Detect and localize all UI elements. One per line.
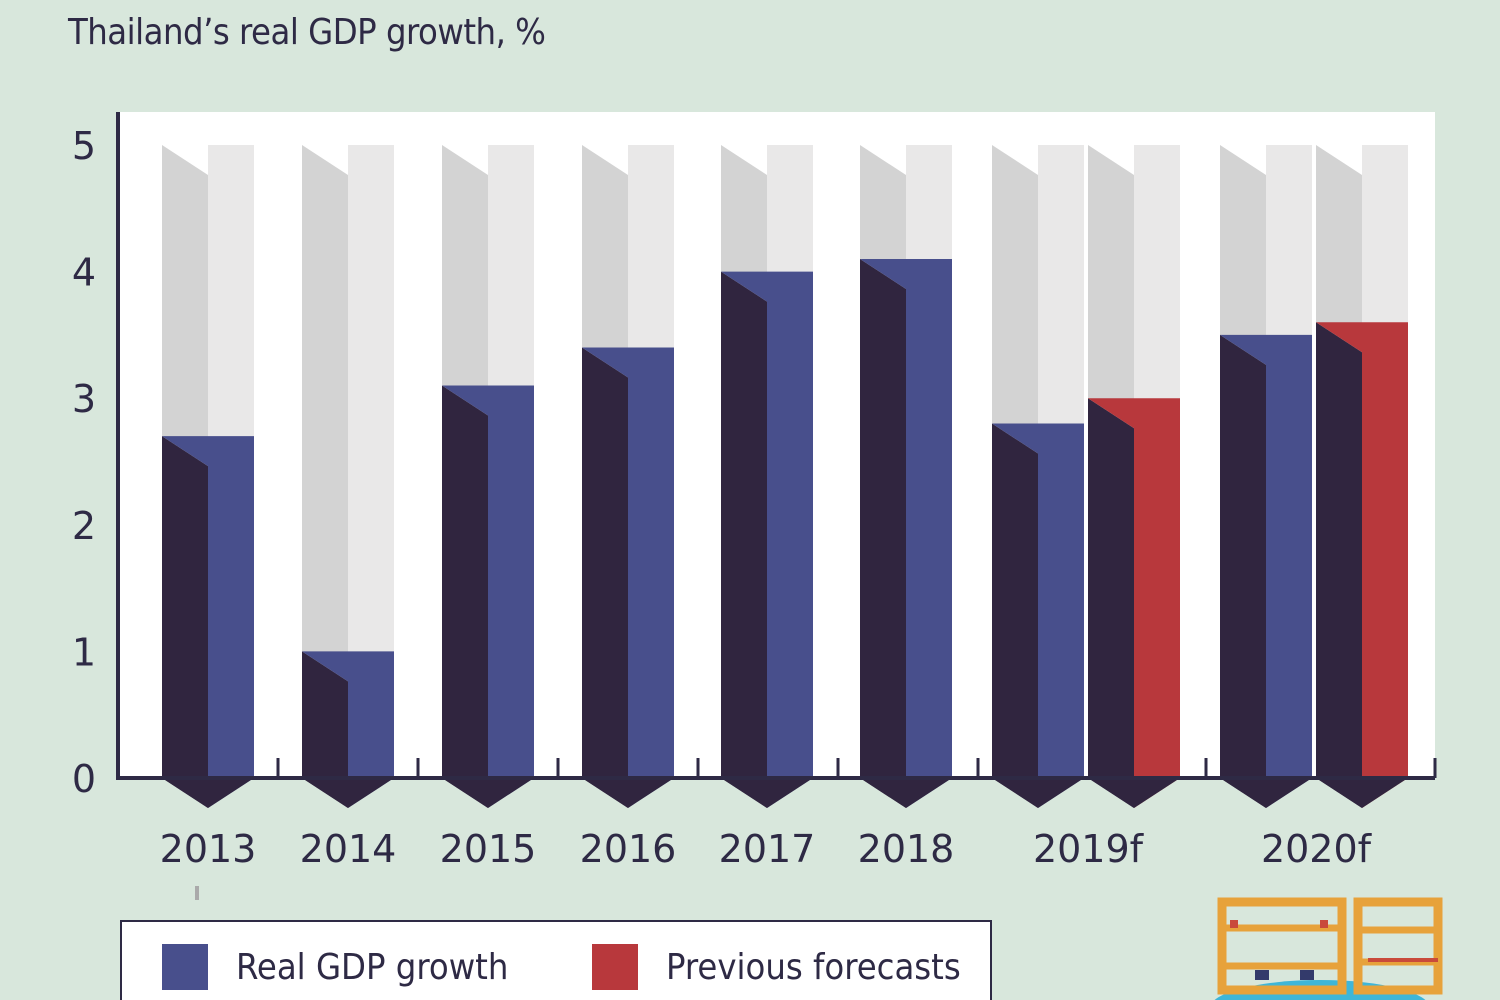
bar-2015-empty-front (488, 145, 534, 416)
bar-2018-shadow (860, 258, 906, 808)
bar-2020f-real-front (1220, 334, 1312, 808)
x-tick-label: 2019f (1033, 827, 1145, 871)
bar-2017-empty-shadow (721, 145, 767, 302)
bar-2019f-real-empty-front (1038, 145, 1084, 454)
bar-2013 (162, 145, 254, 808)
bar-2020f-previous-shadow (1316, 322, 1362, 808)
bar-2019f-previous (1088, 145, 1180, 808)
bar-2019f-previous-empty-front (1134, 145, 1180, 429)
bar-2017-empty-front (767, 145, 813, 302)
bar-2019f-previous-empty-shadow (1088, 145, 1134, 429)
x-tick-label: 2016 (580, 827, 677, 871)
bar-2020f-previous (1316, 145, 1408, 808)
x-tick-label: 2013 (160, 827, 257, 871)
bar-2020f-real-shadow (1220, 334, 1266, 808)
bar-2015-empty-shadow (442, 145, 488, 416)
legend-swatch-previous-forecasts (592, 944, 638, 990)
bar-2020f-real-base (1220, 778, 1312, 808)
bar-2016 (582, 145, 674, 808)
bar-2015 (442, 145, 534, 808)
y-tick-label: 5 (72, 124, 96, 168)
bar-2013-empty-front (208, 145, 254, 467)
legend-item-previous-forecasts: Previous forecasts (592, 944, 961, 990)
gdp-bar-chart: 0 1 2 3 4 5 2013 2014 2015 2016 2017 2018 2019f 2020f (72, 112, 1437, 900)
bar-2020f-previous-front (1316, 322, 1408, 808)
bar-2020f-previous-empty-shadow (1316, 145, 1362, 353)
x-tick-label: 2014 (300, 827, 397, 871)
x-tick-label: 2015 (440, 827, 537, 871)
bar-2014-empty-shadow (302, 145, 348, 682)
legend-swatch-real-gdp (162, 944, 208, 990)
x-tick-label: 2020f (1261, 827, 1373, 871)
bar-2017-front (721, 271, 813, 809)
bar-2015-shadow (442, 385, 488, 808)
bar-2016-base (582, 778, 674, 808)
bar-2019f-real-shadow (992, 423, 1038, 808)
legend-label-real-gdp: Real GDP growth (236, 946, 509, 988)
bar-2014-empty-front (348, 145, 394, 682)
y-tick-label: 2 (72, 504, 96, 548)
bar-2019f-previous-base (1088, 778, 1180, 808)
bar-2019f-previous-shadow (1088, 398, 1134, 808)
x-tick-label: 2017 (719, 827, 816, 871)
bar-2013-base (162, 778, 254, 808)
bar-2017 (721, 145, 813, 809)
bar-2019f-real-empty-shadow (992, 145, 1038, 454)
legend: Real GDP growth Previous forecasts (120, 920, 992, 1000)
bar-2016-front (582, 347, 674, 808)
bar-2017-shadow (721, 271, 767, 809)
bar-2014-base (302, 778, 394, 808)
bar-2020f-real-empty-front (1266, 145, 1312, 365)
bar-2014-front (302, 651, 394, 808)
bar-2014 (302, 145, 394, 808)
bar-2020f-previous-empty-front (1362, 145, 1408, 353)
bar-2018-base (860, 778, 952, 808)
bar-2019f-real (992, 145, 1084, 808)
bar-2020f-previous-base (1316, 778, 1408, 808)
bar-2019f-real-front (992, 423, 1084, 808)
bar-2013-shadow (162, 436, 208, 808)
axes: 0 1 2 3 4 5 2013 2014 2015 2016 2017 2018 2019f 2020f (72, 112, 1437, 900)
y-tick-label: 1 (72, 630, 96, 674)
bar-2018-front (860, 258, 952, 808)
bar-2017-base (721, 778, 813, 808)
bar-2013-front (162, 436, 254, 808)
bar-2020f-real-empty-shadow (1220, 145, 1266, 365)
bar-2016-empty-shadow (582, 145, 628, 378)
bar-2013-empty-shadow (162, 145, 208, 467)
bar-2015-base (442, 778, 534, 808)
x-tick-label: 2018 (858, 827, 955, 871)
bar-2016-shadow (582, 347, 628, 808)
bar-2019f-previous-front (1088, 398, 1180, 808)
bar-2019f-real-base (992, 778, 1084, 808)
bar-2018-empty-front (906, 145, 952, 289)
bar-2015-front (442, 385, 534, 808)
chart-title: Thailand’s real GDP growth, % (68, 12, 546, 53)
wooden-shelf-illustration-icon (1214, 897, 1443, 1000)
bar-2020f-real (1220, 145, 1312, 808)
y-tick-label: 3 (72, 377, 96, 421)
legend-label-previous-forecasts: Previous forecasts (666, 946, 961, 988)
bar-2016-empty-front (628, 145, 674, 378)
y-tick-label: 0 (72, 757, 96, 801)
y-tick-label: 4 (72, 251, 96, 295)
bar-2014-shadow (302, 651, 348, 808)
bar-2018 (860, 145, 952, 808)
legend-item-real-gdp: Real GDP growth (162, 944, 508, 990)
bar-2018-empty-shadow (860, 145, 906, 289)
bars-layer (162, 145, 1408, 809)
